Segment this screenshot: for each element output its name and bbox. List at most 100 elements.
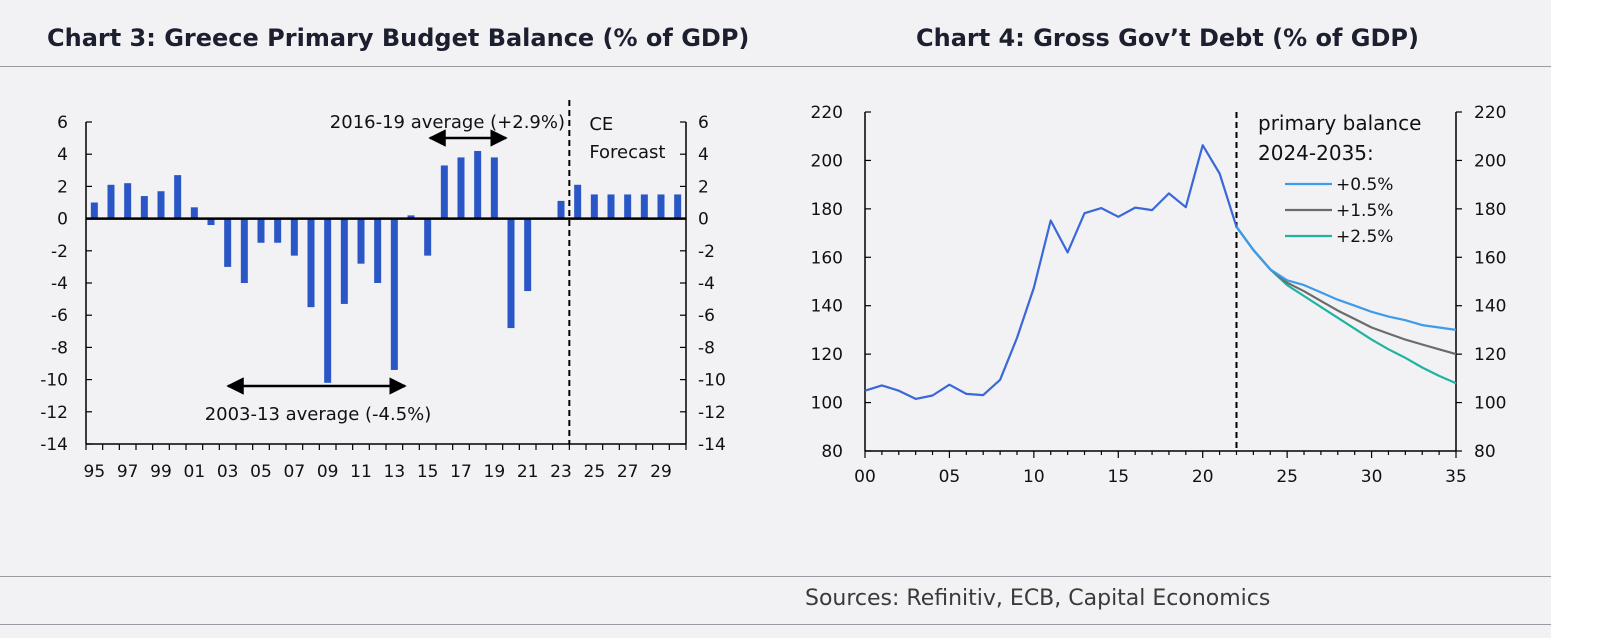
annotation-2016-19-average: 2016-19 average (+2.9%) xyxy=(330,112,565,133)
chart3-xtick-label: 07 xyxy=(284,462,306,482)
bar-1998 xyxy=(140,196,148,219)
chart3-ytick-label-left: 2 xyxy=(57,177,68,197)
chart3-ytick-label-left: -4 xyxy=(51,274,68,294)
chart3-xtick-label: 29 xyxy=(650,462,672,482)
chart-panel xyxy=(0,0,1551,638)
bar-2026 xyxy=(607,194,615,219)
bar-2020 xyxy=(507,218,515,329)
bar-2018 xyxy=(474,150,482,219)
chart3-xtick-label: 99 xyxy=(150,462,172,482)
footer-divider-top xyxy=(0,576,1551,577)
bar-2007 xyxy=(290,218,298,256)
chart3-ytick-label-right: 4 xyxy=(698,145,709,165)
bar-1996 xyxy=(107,184,115,219)
chart3-ytick-label-right: 0 xyxy=(698,210,709,230)
chart3-ytick-label-left: -14 xyxy=(40,435,68,455)
footer-divider-bottom xyxy=(0,624,1551,625)
chart4-xtick-label: 00 xyxy=(854,467,876,487)
bar-2014 xyxy=(407,215,415,219)
bar-2000 xyxy=(174,175,182,219)
chart3-ytick-label-right: -4 xyxy=(698,274,715,294)
bar-2012 xyxy=(374,218,382,283)
chart3-ytick-label-right: -14 xyxy=(698,435,726,455)
bar-1999 xyxy=(157,191,165,219)
series-line-plus-2.5pct xyxy=(1235,226,1457,385)
chart3-xtick-label: 15 xyxy=(417,462,439,482)
legend-label: +1.5% xyxy=(1336,201,1393,221)
sources-note: Sources: Refinitiv, ECB, Capital Economi… xyxy=(805,586,1271,611)
chart3-xtick-label: 25 xyxy=(584,462,606,482)
chart3-title: Chart 3: Greece Primary Budget Balance (… xyxy=(47,24,750,52)
chart3-xtick-label: 05 xyxy=(250,462,272,482)
chart4-ytick-label-right: 180 xyxy=(1474,200,1506,220)
annotation-2003-13-average: 2003-13 average (-4.5%) xyxy=(205,404,432,425)
chart3-xtick-label: 27 xyxy=(617,462,639,482)
chart4-ytick-label-left: 200 xyxy=(811,151,843,171)
legend-title-line1: primary balance xyxy=(1258,111,1421,135)
chart3-ytick-label-right: -12 xyxy=(698,403,726,423)
chart4-title: Chart 4: Gross Gov’t Debt (% of GDP) xyxy=(916,24,1419,52)
chart4-ytick-label-right: 220 xyxy=(1474,103,1506,123)
chart4-plot: 220 220 200 200 180 180 160 160 140 140 120 120 100 1… xyxy=(811,103,1507,487)
chart3-xtick-label: 11 xyxy=(350,462,372,482)
chart4-ytick-label-left: 80 xyxy=(821,442,843,462)
chart3-xtick-label: 13 xyxy=(384,462,406,482)
chart3-xtick-label: 01 xyxy=(184,462,206,482)
chart3-xtick-label: 21 xyxy=(517,462,539,482)
series-line-history xyxy=(864,144,1238,400)
chart4-xtick-label: 20 xyxy=(1192,467,1214,487)
chart3-xtick-label: 19 xyxy=(484,462,506,482)
chart3-ytick-label-left: 6 xyxy=(57,113,68,133)
bar-2030 xyxy=(674,194,682,219)
chart4-ytick-label-right: 120 xyxy=(1474,345,1506,365)
bar-2008 xyxy=(307,218,315,308)
chart4-ytick-label-left: 160 xyxy=(811,248,843,268)
bar-2002 xyxy=(207,218,215,226)
legend-title-line2: 2024-2035: xyxy=(1258,141,1374,165)
chart3-xtick-label: 09 xyxy=(317,462,339,482)
bar-2004 xyxy=(240,218,248,283)
legend-label: +0.5% xyxy=(1336,175,1393,195)
chart4-ytick-label-right: 80 xyxy=(1474,442,1496,462)
chart3-xtick-label: 23 xyxy=(550,462,572,482)
bar-2006 xyxy=(274,218,282,243)
bar-2024 xyxy=(574,184,582,219)
bar-2017 xyxy=(457,157,465,219)
chart4-ytick-label-left: 120 xyxy=(811,345,843,365)
bar-2013 xyxy=(390,218,398,370)
bar-2029 xyxy=(657,194,665,219)
bar-2023 xyxy=(557,200,565,219)
forecast-label-forecast: Forecast xyxy=(589,142,665,163)
chart3-ytick-label-right: 2 xyxy=(698,177,709,197)
chart3-plot: 6 6 4 4 2 2 0 0 -2 -2 -4 -4 -6 -6 -8 -8 -10 -10 -12 -12 -14 -… xyxy=(40,100,726,482)
chart4-ytick-label-left: 140 xyxy=(811,297,843,317)
legend-label: +2.5% xyxy=(1336,227,1393,247)
bar-2019 xyxy=(490,157,498,219)
chart3-ytick-label-left: -6 xyxy=(51,306,68,326)
chart4-ytick-label-right: 100 xyxy=(1474,394,1506,414)
forecast-label-ce: CE xyxy=(589,114,613,135)
bar-2009 xyxy=(324,218,332,383)
chart4-ytick-label-right: 200 xyxy=(1474,151,1506,171)
chart3-ytick-label-right: 6 xyxy=(698,113,709,133)
chart3-ytick-label-right: -10 xyxy=(698,371,726,391)
chart4-ytick-label-right: 160 xyxy=(1474,248,1506,268)
bar-2015 xyxy=(424,218,432,256)
bar-2028 xyxy=(640,194,648,219)
chart3-ytick-label-right: -2 xyxy=(698,242,715,262)
bar-2025 xyxy=(590,194,598,219)
bar-2001 xyxy=(190,207,198,219)
chart4-xtick-label: 35 xyxy=(1445,467,1467,487)
chart3-xtick-label: 17 xyxy=(450,462,472,482)
chart3-ytick-label-right: -6 xyxy=(698,306,715,326)
chart4-ytick-label-left: 180 xyxy=(811,200,843,220)
header-divider xyxy=(0,66,1551,67)
chart4-ytick-label-right: 140 xyxy=(1474,297,1506,317)
bar-1997 xyxy=(124,183,132,219)
chart4-xtick-label: 10 xyxy=(1023,467,1045,487)
bar-2016 xyxy=(440,165,448,219)
chart3-ytick-label-left: -12 xyxy=(40,403,68,423)
chart4-ytick-label-left: 100 xyxy=(811,394,843,414)
chart3-ytick-label-left: -2 xyxy=(51,242,68,262)
bar-2010 xyxy=(340,218,348,304)
